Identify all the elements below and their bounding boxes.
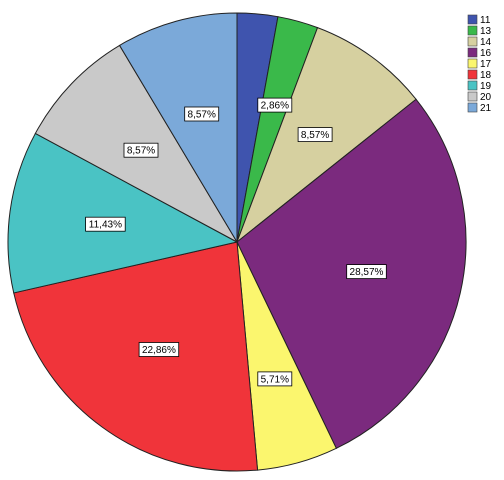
legend-entry-16: 16 <box>467 47 492 59</box>
legend-swatch-18 <box>467 69 478 80</box>
data-label-21: 8,57% <box>184 106 220 122</box>
svg-text:2,86%: 2,86% <box>261 101 289 112</box>
legend-swatch-11 <box>467 14 478 25</box>
legend-entry-17: 17 <box>467 58 492 70</box>
legend-swatch-20 <box>467 91 478 102</box>
legend-swatch-19 <box>467 80 478 91</box>
svg-text:8,57%: 8,57% <box>188 110 216 121</box>
legend-label-20: 20 <box>480 92 492 103</box>
pie-slices <box>7 12 467 472</box>
svg-text:28,57%: 28,57% <box>350 267 384 278</box>
svg-text:8,57%: 8,57% <box>301 130 329 141</box>
legend-entry-21: 21 <box>467 102 492 114</box>
legend-label-19: 19 <box>480 81 492 92</box>
pie-slice-21 <box>118 12 238 244</box>
legend-label-17: 17 <box>480 59 492 70</box>
legend-swatch-16 <box>467 47 478 58</box>
legend-entry-20: 20 <box>467 91 492 103</box>
legend-label-13: 13 <box>480 26 492 37</box>
data-label-17: 5,71% <box>257 371 293 387</box>
pie-data-labels: 2,86% 8,57% 28,57% 5,71% 22,86% 11,43% 8,57% 8,… <box>85 97 387 387</box>
data-label-19: 11,43% <box>85 216 126 232</box>
data-label-16: 28,57% <box>346 264 387 280</box>
legend-label-18: 18 <box>480 70 492 81</box>
legend-label-14: 14 <box>480 37 492 48</box>
legend-entry-13: 13 <box>467 25 492 37</box>
legend-label-11: 11 <box>480 15 491 26</box>
data-label-20: 8,57% <box>123 142 159 158</box>
pie-slice-18 <box>13 241 259 472</box>
legend-entry-18: 18 <box>467 69 492 81</box>
data-label-13: 2,86% <box>257 97 293 113</box>
legend-entry-19: 19 <box>467 80 492 92</box>
legend-entry-14: 14 <box>467 36 492 48</box>
legend-swatch-13 <box>467 25 478 36</box>
legend-entry-11: 11 <box>467 14 491 26</box>
legend-swatch-14 <box>467 36 478 47</box>
legend-label-21: 21 <box>480 103 492 114</box>
legend-swatch-17 <box>467 58 478 69</box>
svg-text:8,57%: 8,57% <box>127 146 155 157</box>
pie-slice-19 <box>7 132 239 294</box>
legend-swatch-21 <box>467 102 478 113</box>
svg-text:11,43%: 11,43% <box>89 220 122 231</box>
data-label-18: 22,86% <box>138 342 180 357</box>
legend-label-16: 16 <box>480 48 492 59</box>
data-label-14: 8,57% <box>297 127 333 142</box>
svg-text:22,86%: 22,86% <box>142 345 176 356</box>
svg-text:5,71%: 5,71% <box>261 374 289 385</box>
